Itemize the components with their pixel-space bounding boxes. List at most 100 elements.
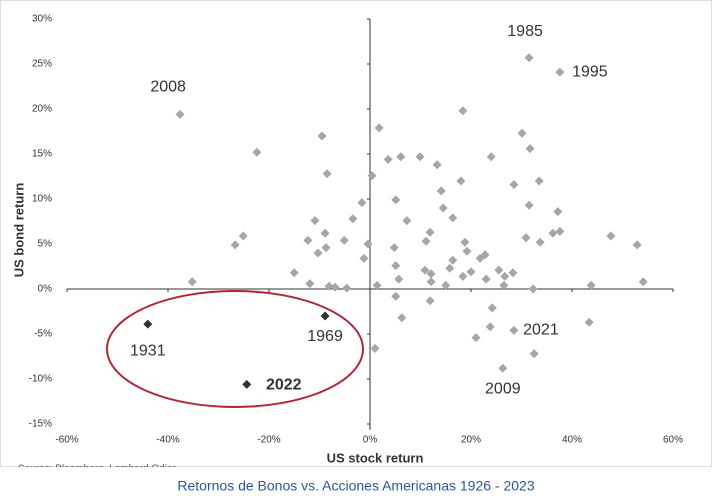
point-label: 1931 xyxy=(130,342,166,359)
point xyxy=(466,267,476,277)
point xyxy=(458,106,468,116)
point xyxy=(480,250,490,260)
point xyxy=(289,268,299,278)
point xyxy=(367,171,377,181)
point xyxy=(339,235,349,245)
point xyxy=(553,207,563,217)
y-tick-label: 5% xyxy=(38,239,53,250)
point xyxy=(436,186,446,196)
caption-bg xyxy=(0,467,712,498)
point xyxy=(524,53,534,63)
point xyxy=(458,271,468,281)
point xyxy=(632,240,642,250)
point xyxy=(529,349,539,359)
point xyxy=(322,169,332,179)
point xyxy=(187,277,197,287)
x-tick-label: 40% xyxy=(562,435,582,446)
point xyxy=(445,263,455,273)
point xyxy=(508,268,518,278)
point xyxy=(238,231,248,241)
point xyxy=(374,123,384,133)
point xyxy=(420,265,430,275)
point-label: 2022 xyxy=(266,377,302,394)
point xyxy=(391,195,401,205)
x-axis-label: US stock return xyxy=(327,450,424,465)
point xyxy=(363,239,373,249)
point-label: 2008 xyxy=(150,79,186,96)
highlight-ellipse xyxy=(106,290,364,408)
point xyxy=(303,235,313,245)
point xyxy=(509,180,519,190)
point xyxy=(525,144,535,154)
point xyxy=(321,243,331,253)
point xyxy=(421,236,431,246)
y-tick-label: -15% xyxy=(29,419,52,430)
x-tick-label: -60% xyxy=(55,435,78,446)
y-axis-label: US bond return xyxy=(11,183,26,278)
point xyxy=(317,131,327,141)
point xyxy=(528,284,538,294)
point xyxy=(481,274,491,284)
point xyxy=(370,343,380,353)
point xyxy=(391,261,401,271)
x-tick-label: -40% xyxy=(156,435,179,446)
point xyxy=(524,200,534,210)
y-tick-label: 25% xyxy=(32,59,52,70)
point-label: 2021 xyxy=(523,322,559,339)
point xyxy=(448,255,458,265)
point-label: 2009 xyxy=(485,380,521,397)
point xyxy=(397,313,407,323)
y-tick-label: 30% xyxy=(32,14,52,25)
point xyxy=(535,237,545,247)
point xyxy=(438,203,448,213)
point xyxy=(396,152,406,162)
point xyxy=(415,152,425,162)
y-tick-label: 10% xyxy=(32,194,52,205)
point xyxy=(175,109,185,119)
point xyxy=(357,198,367,208)
point xyxy=(359,253,369,263)
point xyxy=(586,280,596,290)
point xyxy=(500,271,510,281)
point xyxy=(242,379,252,389)
point xyxy=(517,128,527,138)
point xyxy=(521,233,531,243)
point xyxy=(638,277,648,287)
point xyxy=(425,227,435,237)
point xyxy=(320,228,330,238)
point xyxy=(509,325,519,335)
point xyxy=(320,311,330,321)
y-tick-label: 20% xyxy=(32,104,52,115)
point xyxy=(348,214,358,224)
point xyxy=(402,216,412,226)
point-label: 1969 xyxy=(307,328,343,345)
y-tick-label: -5% xyxy=(34,329,52,340)
point xyxy=(534,176,544,186)
point xyxy=(448,213,458,223)
point xyxy=(555,226,565,236)
point xyxy=(310,216,320,226)
point xyxy=(426,269,436,279)
point xyxy=(460,237,470,247)
point xyxy=(486,152,496,162)
point xyxy=(499,280,509,290)
point xyxy=(555,67,565,77)
point xyxy=(456,176,466,186)
point xyxy=(383,154,393,164)
point xyxy=(305,279,315,289)
point xyxy=(372,280,382,290)
point xyxy=(487,303,497,313)
x-tick-label: 20% xyxy=(461,435,481,446)
point xyxy=(330,282,340,292)
point xyxy=(313,248,323,258)
x-tick-label: 60% xyxy=(663,435,683,446)
point-label: 1985 xyxy=(507,23,543,40)
x-tick-label: -20% xyxy=(257,435,280,446)
point xyxy=(252,147,262,157)
point xyxy=(498,363,508,373)
point xyxy=(584,317,594,327)
point xyxy=(441,280,451,290)
point xyxy=(494,265,504,275)
